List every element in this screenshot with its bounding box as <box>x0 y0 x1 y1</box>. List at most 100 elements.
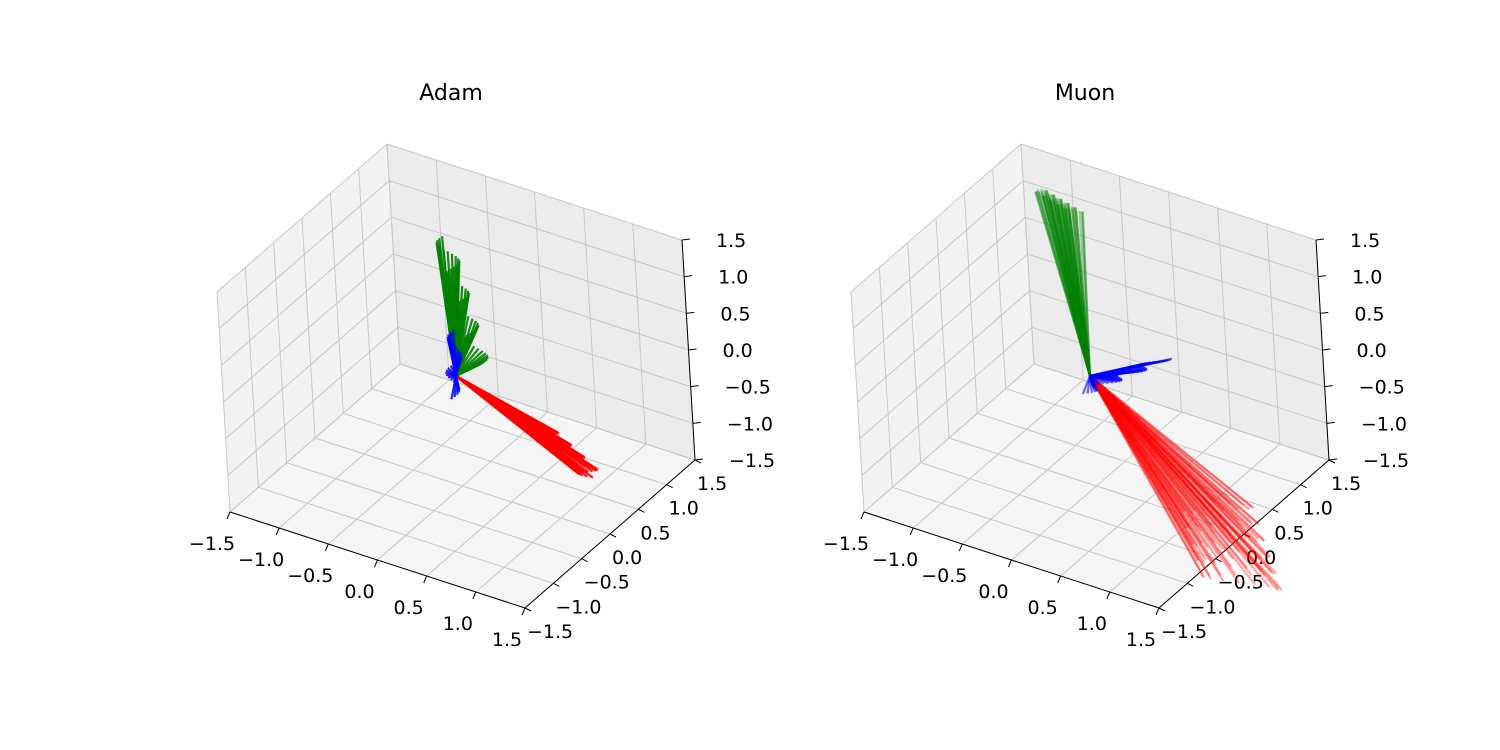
z-tick-label: −0.5 <box>725 377 771 399</box>
quiver-arrow <box>1089 375 1243 527</box>
quiver-arrow <box>1089 375 1199 528</box>
quiver-series <box>445 329 463 400</box>
quiver-arrow <box>455 375 594 479</box>
quiver-arrow <box>1089 375 1266 576</box>
x-tick <box>1106 591 1111 600</box>
quiver-arrow <box>1089 375 1208 517</box>
z-tick <box>1326 421 1335 424</box>
x-tick-label: −1.0 <box>872 549 918 571</box>
x-tick <box>374 559 378 568</box>
quiver-arrow <box>1045 196 1092 377</box>
z-tick <box>1328 458 1338 461</box>
quiver-arrow <box>1089 375 1192 530</box>
quiver-arrow <box>1089 375 1255 555</box>
quiver-arrow <box>1080 211 1092 377</box>
z-tick-label: −1.0 <box>1361 413 1407 435</box>
z-tick-label: 1.5 <box>716 230 746 252</box>
quiver-arrow <box>1089 375 1237 576</box>
quiver-arrow <box>1089 375 1213 527</box>
quiver-arrow <box>1089 375 1185 514</box>
quiver-arrow <box>1051 199 1092 377</box>
x-tick-label: 0.0 <box>978 581 1008 603</box>
quiver-arrow <box>1089 375 1182 513</box>
grid-line <box>218 180 390 330</box>
quiver-arrow <box>1089 375 1216 544</box>
quiver-arrow <box>1058 198 1092 377</box>
quiver-arrow <box>1089 375 1194 516</box>
quiver-arrow <box>1053 194 1092 377</box>
quiver-arrow <box>1047 193 1092 377</box>
x-tick <box>1155 607 1160 616</box>
x-tick-label: 1.5 <box>492 629 522 651</box>
y-tick <box>1272 508 1279 513</box>
quiver-arrow <box>1057 204 1092 377</box>
quiver-arrow <box>1045 190 1092 377</box>
quiver-arrow <box>1041 195 1092 377</box>
quiver-series <box>1081 357 1173 395</box>
z-tick-label: 1.0 <box>1352 267 1382 289</box>
y-tick-label: 1.0 <box>1303 498 1333 520</box>
quiver-arrow <box>1073 207 1092 377</box>
quiver-arrow <box>1089 375 1252 523</box>
quiver-arrow <box>1055 203 1092 377</box>
subplot-muon: −1.5−1.5−1.5−1.0−1.0−1.0−0.5 −0.5−0.50.00… <box>823 81 1409 651</box>
quiver-arrow <box>1089 375 1275 575</box>
x-tick <box>472 591 477 600</box>
y-tick-label: 0.0 <box>1246 547 1276 569</box>
grid-line <box>852 180 1024 330</box>
y-tick <box>694 459 702 464</box>
quiver-arrow <box>1089 375 1255 510</box>
quiver-arrow <box>1089 375 1216 503</box>
x-tick-label: 0.5 <box>1028 597 1058 619</box>
quiver-arrow <box>1089 375 1250 510</box>
quiver-arrow <box>1063 208 1092 377</box>
z-tick <box>1320 311 1329 314</box>
quiver-arrow <box>1089 375 1225 582</box>
quiver-arrow <box>1050 193 1092 377</box>
quiver-arrow <box>1089 375 1240 553</box>
quiver-arrow <box>1073 206 1092 377</box>
quiver-arrow <box>1066 203 1092 377</box>
quiver-arrow <box>1089 375 1232 567</box>
y-tick <box>1243 533 1251 538</box>
quiver-arrow <box>1089 375 1246 544</box>
quiver-arrow <box>1089 375 1232 505</box>
quiver-arrow <box>1064 203 1092 377</box>
y-tick <box>1158 607 1166 612</box>
z-tick <box>1315 238 1325 241</box>
quiver-arrow <box>1036 190 1092 377</box>
z-tick-label: 1.5 <box>1350 230 1380 252</box>
quiver-arrow <box>1089 375 1257 586</box>
z-tick-label: 0.0 <box>1357 340 1387 362</box>
quiver-series <box>1089 375 1283 592</box>
grid-line <box>850 143 1022 293</box>
quiver-arrow <box>1050 194 1092 377</box>
y-tick-label: 0.0 <box>612 547 642 569</box>
quiver-arrow <box>1048 199 1092 377</box>
y-tick-label: 0.5 <box>640 522 670 544</box>
quiver-arrow <box>1089 375 1190 528</box>
quiver-arrow <box>1089 375 1270 559</box>
quiver-arrow <box>1062 208 1092 377</box>
quiver-arrow <box>1061 203 1092 377</box>
quiver-arrow <box>1081 211 1092 377</box>
quiver-arrow <box>1054 199 1092 377</box>
quiver-arrow <box>1089 375 1205 564</box>
z-tick <box>1322 348 1331 351</box>
quiver-arrow <box>1089 375 1186 512</box>
quiver-arrow <box>1048 196 1092 377</box>
quiver-arrow <box>1089 375 1219 560</box>
z-tick-label: −1.5 <box>1363 450 1409 472</box>
quiver-arrow <box>1067 202 1092 377</box>
quiver-arrow <box>1056 203 1092 377</box>
x-tick-label: 1.0 <box>443 613 473 635</box>
x-tick-label: 0.5 <box>394 597 424 619</box>
quiver-arrow <box>1059 198 1092 377</box>
quiver-arrow <box>1038 190 1092 377</box>
quiver-arrow <box>1045 189 1092 377</box>
subplot-adam: −1.5−1.5−1.5−1.0−1.0−1.0−0.5 −0.5−0.50.00… <box>189 81 775 651</box>
subplot-title: Adam <box>419 81 483 106</box>
quiver-arrow <box>1065 207 1092 377</box>
quiver-arrow <box>1089 375 1260 526</box>
quiver-series <box>455 375 599 479</box>
